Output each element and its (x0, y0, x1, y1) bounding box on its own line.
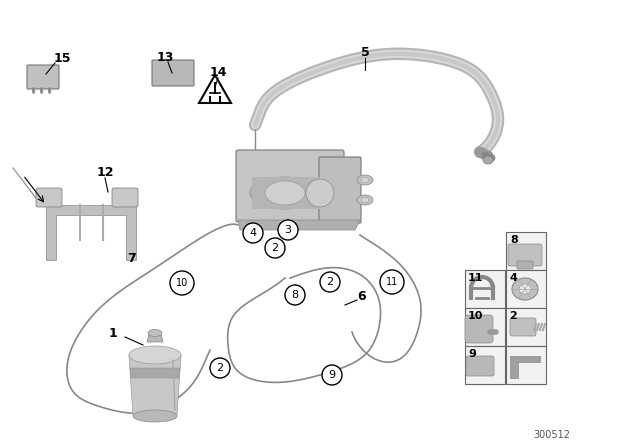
Polygon shape (46, 205, 136, 260)
Ellipse shape (361, 177, 369, 182)
Circle shape (380, 270, 404, 294)
Ellipse shape (483, 156, 493, 164)
Text: 8: 8 (510, 235, 518, 245)
Text: 2: 2 (326, 277, 333, 287)
Ellipse shape (357, 175, 373, 185)
Text: 9: 9 (468, 349, 476, 359)
Circle shape (265, 238, 285, 258)
Ellipse shape (129, 346, 181, 364)
Ellipse shape (361, 198, 369, 202)
Text: 8: 8 (291, 290, 299, 300)
Ellipse shape (519, 284, 531, 294)
Polygon shape (129, 355, 181, 415)
Ellipse shape (250, 177, 320, 209)
FancyBboxPatch shape (466, 356, 494, 376)
Text: 300512: 300512 (533, 430, 570, 440)
Ellipse shape (512, 278, 538, 300)
Ellipse shape (148, 329, 162, 336)
Text: 5: 5 (360, 46, 369, 59)
Text: 4: 4 (250, 228, 257, 238)
Polygon shape (252, 177, 320, 209)
Polygon shape (130, 368, 180, 378)
Text: 4: 4 (509, 273, 517, 283)
Text: 9: 9 (328, 370, 335, 380)
Ellipse shape (133, 410, 177, 422)
FancyBboxPatch shape (112, 188, 138, 207)
Text: 3: 3 (285, 225, 291, 235)
FancyBboxPatch shape (506, 346, 546, 384)
FancyBboxPatch shape (27, 65, 59, 89)
Text: 14: 14 (209, 65, 227, 78)
FancyBboxPatch shape (506, 270, 546, 308)
FancyBboxPatch shape (465, 270, 505, 308)
FancyBboxPatch shape (236, 150, 344, 222)
FancyBboxPatch shape (506, 232, 546, 270)
Text: 10: 10 (468, 311, 483, 321)
Circle shape (285, 285, 305, 305)
Ellipse shape (306, 179, 334, 207)
FancyBboxPatch shape (36, 188, 62, 207)
FancyBboxPatch shape (517, 261, 533, 269)
Text: 2: 2 (216, 363, 223, 373)
Circle shape (170, 271, 194, 295)
Text: 11: 11 (468, 273, 483, 283)
FancyBboxPatch shape (506, 308, 546, 346)
FancyBboxPatch shape (152, 60, 194, 86)
FancyBboxPatch shape (510, 318, 536, 336)
Circle shape (278, 220, 298, 240)
Text: 2: 2 (509, 311, 516, 321)
Text: 13: 13 (156, 51, 173, 64)
FancyBboxPatch shape (465, 346, 505, 384)
Text: 1: 1 (109, 327, 117, 340)
Circle shape (322, 365, 342, 385)
Polygon shape (147, 334, 163, 342)
Text: 12: 12 (96, 165, 114, 178)
Text: 10: 10 (176, 278, 188, 288)
Circle shape (243, 223, 263, 243)
Circle shape (210, 358, 230, 378)
FancyBboxPatch shape (465, 315, 493, 343)
Polygon shape (238, 220, 360, 230)
Text: 6: 6 (358, 289, 366, 302)
Text: 15: 15 (53, 52, 71, 65)
Text: 11: 11 (386, 277, 398, 287)
Ellipse shape (265, 181, 305, 205)
Polygon shape (510, 356, 540, 378)
FancyBboxPatch shape (319, 157, 361, 223)
Text: 2: 2 (271, 243, 278, 253)
Circle shape (320, 272, 340, 292)
Text: 7: 7 (127, 251, 136, 264)
FancyBboxPatch shape (465, 308, 505, 346)
Ellipse shape (357, 195, 373, 205)
FancyBboxPatch shape (508, 244, 542, 266)
